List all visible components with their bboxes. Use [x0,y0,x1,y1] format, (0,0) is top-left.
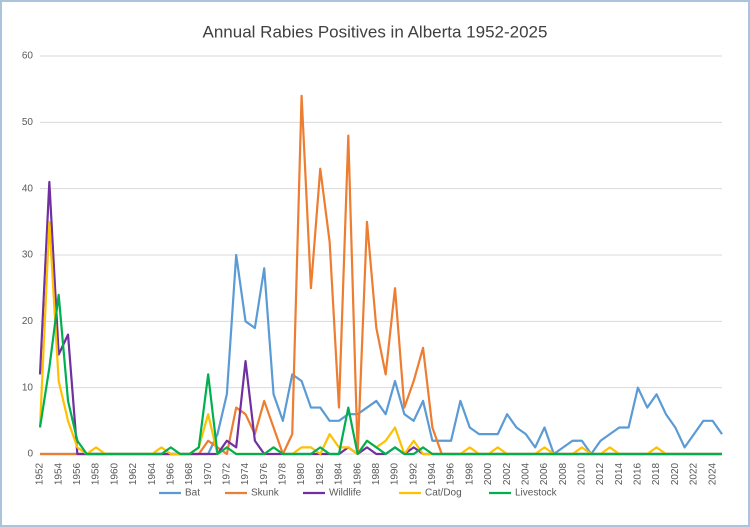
legend-label: Bat [185,488,200,499]
x-tick-label: 2018 [651,462,662,485]
x-tick-label: 1996 [446,462,457,485]
x-tick-label: 2004 [520,462,531,485]
x-tick-label: 1980 [296,462,307,485]
chart-title: Annual Rabies Positives in Alberta 1952-… [203,22,548,41]
x-tick-label: 1960 [109,462,120,485]
x-tick-label: 1984 [334,462,345,485]
x-tick-label: 2012 [595,462,606,485]
x-tick-label: 1970 [203,462,214,485]
x-tick-label: 1994 [427,462,438,485]
y-tick-label: 0 [27,449,33,460]
legend-label: Wildlife [329,488,362,499]
x-tick-label: 1974 [240,462,251,485]
x-tick-label: 2002 [502,462,513,485]
x-tick-label: 2008 [558,462,569,485]
x-tick-label: 1952 [35,462,46,485]
x-tick-label: 2022 [689,462,700,485]
x-tick-label: 1978 [278,462,289,485]
x-tick-label: 2006 [539,462,550,485]
x-tick-label: 2000 [483,462,494,485]
x-tick-label: 2024 [707,462,718,485]
y-tick-label: 20 [22,316,34,327]
y-tick-label: 30 [22,250,34,261]
x-tick-label: 1966 [165,462,176,485]
x-tick-label: 1962 [128,462,139,485]
x-tick-label: 2014 [614,462,625,485]
y-tick-label: 10 [22,382,34,393]
x-tick-label: 1954 [53,462,64,485]
x-tick-label: 1968 [184,462,195,485]
legend-label: Skunk [251,488,280,499]
x-tick-label: 1998 [464,462,475,485]
x-tick-label: 1990 [390,462,401,485]
x-tick-label: 1992 [408,462,419,485]
y-tick-label: 50 [22,117,34,128]
x-tick-label: 2020 [670,462,681,485]
x-tick-label: 2010 [577,462,588,485]
x-tick-label: 1958 [91,462,102,485]
x-tick-label: 1988 [371,462,382,485]
series-line [38,293,722,456]
series-line [38,220,722,456]
x-tick-label: 1964 [147,462,158,485]
legend-label: Livestock [515,488,558,499]
y-tick-label: 40 [22,183,34,194]
x-tick-label: 2016 [633,462,644,485]
y-tick-label: 60 [22,51,34,62]
x-tick-label: 1986 [352,462,363,485]
x-tick-label: 1972 [221,462,232,485]
x-tick-label: 1956 [72,462,83,485]
legend-label: Cat/Dog [425,488,462,499]
x-tick-label: 1976 [259,462,270,485]
x-tick-label: 1982 [315,462,326,485]
